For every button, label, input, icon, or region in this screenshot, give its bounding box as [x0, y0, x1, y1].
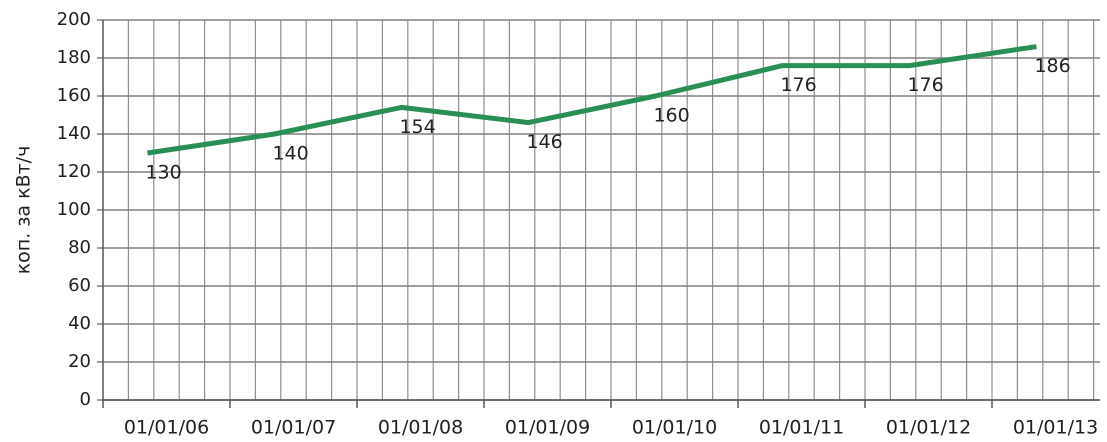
y-tick-label: 60	[68, 275, 91, 296]
y-tick-label: 140	[57, 123, 91, 144]
x-tick-label: 01/01/10	[632, 417, 717, 439]
line-series	[147, 44, 1037, 156]
y-tick-label: 0	[80, 389, 91, 410]
y-tick-label: 180	[57, 47, 91, 68]
x-tick-label: 01/01/08	[378, 417, 463, 439]
y-axis-label: коп. за кВт/ч	[13, 146, 35, 275]
data-label: 130	[145, 162, 181, 184]
y-tick-label: 200	[57, 9, 91, 30]
data-label: 146	[526, 131, 562, 153]
x-tick-label: 01/01/09	[505, 417, 590, 439]
x-tick-label: 01/01/11	[759, 417, 844, 439]
y-tick-label: 120	[57, 161, 91, 182]
data-label: 140	[272, 143, 308, 165]
data-label: 154	[399, 116, 435, 138]
x-tick-label: 01/01/06	[124, 417, 209, 439]
data-label: 176	[907, 74, 943, 96]
y-tick-label: 80	[68, 237, 91, 258]
data-label: 186	[1034, 55, 1070, 77]
y-tick-label: 20	[68, 351, 91, 372]
y-tick-label: 100	[57, 199, 91, 220]
y-tick-label: 160	[57, 85, 91, 106]
y-tick-label: 40	[68, 313, 91, 334]
data-label: 176	[780, 74, 816, 96]
x-tick-label: 01/01/07	[251, 417, 336, 439]
x-tick-label: 01/01/12	[886, 417, 971, 439]
x-tick-label: 01/01/13	[1013, 417, 1098, 439]
data-label: 160	[653, 105, 689, 127]
